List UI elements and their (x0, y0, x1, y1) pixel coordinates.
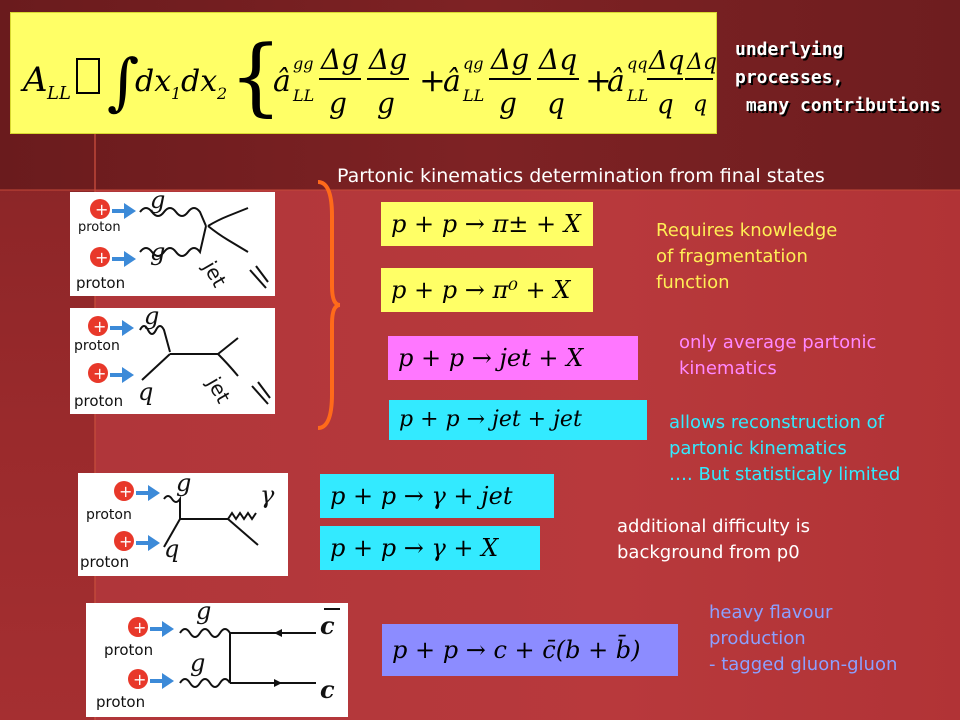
svg-text:+: + (95, 200, 108, 219)
svg-text:+: + (93, 317, 106, 336)
note-line: additional difficulty is (617, 516, 811, 537)
reaction-gamma-jet: p + p → γ + jet (320, 474, 554, 518)
svg-text:â: â (443, 64, 461, 99)
svg-text:+: + (133, 670, 146, 689)
svg-text:Δg: Δg (320, 43, 359, 76)
proton-label: proton (78, 220, 121, 235)
svg-text:Δg: Δg (368, 43, 407, 76)
svg-text:Δq: Δq (538, 43, 577, 76)
reaction-heavy-flavour: p + p → c + c̄(b + b̄) (382, 624, 678, 676)
brace-icon (317, 180, 341, 430)
reaction-pi-charged: p + p → π± + X (381, 202, 593, 246)
proton-label: proton (86, 507, 132, 523)
svg-text:1: 1 (171, 84, 181, 103)
note-heavy-flavour: heavy flavour production - tagged gluon-… (709, 600, 897, 678)
note-line: partonic kinematics (669, 438, 847, 459)
all-formula-graphic: A LL ∫ dx 1 dx 2 { â gg LL Δg g Δg g + â… (20, 27, 716, 125)
reaction-pi-zero: p + p → π⁰ + X (381, 268, 593, 312)
decor-vertical-line (94, 130, 96, 720)
proton-label: proton (104, 641, 154, 659)
svg-text:qq: qq (627, 54, 647, 73)
proton-label: proton (74, 392, 124, 410)
svg-text:g: g (377, 87, 395, 120)
note-line: Requires knowledge (656, 220, 838, 241)
reaction-jet-x: p + p → jet + X (388, 336, 638, 380)
proton-label: proton (96, 693, 146, 711)
underlying-processes-note: underlying processes, many contributions (735, 36, 941, 120)
svg-text:+: + (119, 532, 132, 551)
gluon-label: g (150, 186, 166, 214)
svg-text:{: { (229, 27, 282, 125)
svg-text:∫: ∫ (107, 45, 139, 118)
svg-text:+: + (419, 61, 446, 99)
svg-text:A: A (20, 60, 48, 100)
proton-label: proton (76, 274, 126, 292)
svg-text:g: g (329, 87, 347, 120)
note-line: kinematics (679, 358, 777, 379)
gluon-label: g (196, 597, 212, 625)
all-formula-box: A LL ∫ dx 1 dx 2 { â gg LL Δg g Δg g + â… (10, 12, 717, 134)
note-average-kinematics: only average partonic kinematics (679, 330, 876, 382)
note-fragmentation: Requires knowledge of fragmentation func… (656, 218, 837, 296)
svg-text:2: 2 (216, 84, 227, 103)
svg-text:LL: LL (292, 86, 314, 105)
note-line: processes, (735, 67, 844, 88)
feynman-diagram-gg-ccbar: + + proton proton g g c c (86, 597, 348, 717)
svg-text:LL: LL (46, 83, 71, 104)
section-heading: Partonic kinematics determination from f… (337, 165, 825, 187)
svg-text:dx: dx (181, 64, 217, 99)
charm-label: c (320, 675, 335, 704)
svg-text:g: g (499, 87, 517, 120)
photon-label: γ (260, 481, 275, 509)
svg-text:+: + (93, 364, 106, 383)
svg-text:+: + (119, 482, 132, 501)
note-line: background from p0 (617, 542, 800, 563)
svg-text:q: q (547, 87, 565, 120)
svg-text:q: q (693, 92, 707, 117)
note-line: allows reconstruction of (669, 412, 884, 433)
gluon-label: g (144, 302, 160, 330)
note-line: - tagged gluon-gluon (709, 654, 898, 675)
svg-text:Δq: Δq (686, 50, 716, 75)
proton-label: proton (80, 553, 130, 571)
note-reconstruction: allows reconstruction of partonic kinema… (669, 410, 900, 488)
svg-text:â: â (607, 64, 625, 99)
note-line: only average partonic (679, 332, 877, 353)
svg-text:+: + (95, 248, 108, 267)
note-line: heavy flavour (709, 602, 833, 623)
reaction-jet-jet: p + p → jet + jet (389, 400, 647, 440)
svg-text:gg: gg (293, 54, 313, 73)
note-line: many contributions (735, 95, 941, 116)
svg-text:LL: LL (462, 86, 484, 105)
gluon-label: g (176, 469, 192, 497)
decor-horizontal-line (0, 189, 960, 191)
gluon-label: g (190, 649, 206, 677)
svg-text:LL: LL (626, 86, 648, 105)
svg-text:â: â (273, 64, 291, 99)
svg-text:+: + (585, 61, 612, 99)
quark-label: q (138, 378, 154, 406)
charm-label: c (320, 611, 335, 640)
feynman-diagram-gg-jet: + + proton proton g g jet (70, 186, 275, 296)
svg-text:qg: qg (463, 54, 483, 73)
feynman-diagram-gq-jet: + + proton proton g q jet (70, 302, 275, 414)
feynman-diagram-gq-gamma: + + proton proton g q γ (78, 469, 288, 576)
note-line: …. But statisticaly limited (669, 464, 901, 485)
svg-text:dx: dx (135, 64, 171, 99)
quark-label: q (164, 535, 180, 563)
note-line: of fragmentation (656, 246, 808, 267)
note-background: additional difficulty is background from… (617, 514, 810, 566)
note-line: underlying (735, 39, 844, 60)
note-line: function (656, 272, 730, 293)
svg-text:Δg: Δg (490, 43, 529, 76)
proton-label: proton (74, 338, 120, 354)
svg-text:Δq: Δq (648, 46, 684, 76)
gluon-label: g (150, 238, 166, 266)
svg-text:+: + (133, 618, 146, 637)
svg-text:q: q (657, 90, 674, 120)
reaction-gamma-x: p + p → γ + X (320, 526, 540, 570)
note-line: production (709, 628, 806, 649)
